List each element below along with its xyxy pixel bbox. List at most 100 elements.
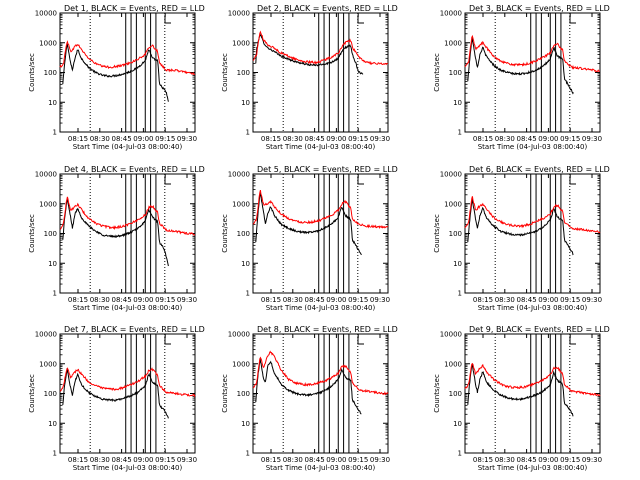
x-tick-label: 09:30 <box>582 296 602 304</box>
corner-marker <box>569 15 576 24</box>
lld-trace <box>464 362 601 397</box>
plot-frame <box>252 173 389 294</box>
y-tick-label: 1 <box>458 450 462 458</box>
y-tick-label: 1 <box>53 290 57 298</box>
y-tick-label: 10000 <box>440 331 462 339</box>
x-tick-label: 08:30 <box>495 296 515 304</box>
x-tick-label: 09:00 <box>133 296 153 304</box>
corner-marker <box>164 15 171 24</box>
x-tick-label: 08:15 <box>261 135 281 143</box>
y-tick-label: 10000 <box>228 10 250 18</box>
events-trace <box>255 33 364 75</box>
events-trace <box>62 198 169 267</box>
plot-frame <box>464 333 601 454</box>
y-axis-label: Counts/sec <box>28 374 36 413</box>
y-tick-label: 10 <box>241 99 250 107</box>
x-axis-label: Start Time (04-Jul-03 08:00:40) <box>266 464 376 472</box>
x-tick-label: 09:15 <box>155 135 175 143</box>
x-tick-label: 09:00 <box>133 456 153 464</box>
panel-det-3: Det 3, BLACK = Events, RED = LLD 1 10 100 10… <box>433 4 610 151</box>
y-tick-label: 1 <box>458 129 462 137</box>
panel-title: Det 5, BLACK = Events, RED = LLD <box>257 165 398 174</box>
x-tick-label: 08:30 <box>90 135 110 143</box>
x-tick-label: 08:45 <box>112 296 132 304</box>
events-trace <box>62 368 169 419</box>
x-axis-label: Start Time (04-Jul-03 08:00:40) <box>73 464 183 472</box>
y-tick-label: 10000 <box>440 10 462 18</box>
x-tick-label: 08:15 <box>261 456 281 464</box>
corner-marker <box>569 336 576 345</box>
y-axis-label: Counts/sec <box>28 214 36 253</box>
panel-title: Det 9, BLACK = Events, RED = LLD <box>469 325 610 334</box>
x-tick-label: 08:15 <box>68 456 88 464</box>
x-tick-label: 09:00 <box>538 135 558 143</box>
x-tick-label: 09:15 <box>155 456 175 464</box>
y-tick-label: 10 <box>453 420 462 428</box>
y-tick-label: 1000 <box>39 39 57 47</box>
y-tick-label: 10 <box>453 260 462 268</box>
x-tick-label: 08:15 <box>68 296 88 304</box>
y-tick-label: 100 <box>237 69 250 77</box>
lld-trace <box>252 350 389 396</box>
y-tick-label: 1000 <box>232 360 250 368</box>
x-tick-label: 09:15 <box>348 135 368 143</box>
y-tick-label: 1 <box>246 450 250 458</box>
x-axis-label: Start Time (04-Jul-03 08:00:40) <box>478 304 588 312</box>
y-axis-label: Counts/sec <box>221 53 229 92</box>
plot-frame <box>464 173 601 294</box>
plot-frame <box>252 12 389 133</box>
events-trace <box>255 358 362 415</box>
y-tick-label: 100 <box>449 390 462 398</box>
y-tick-label: 1000 <box>39 200 57 208</box>
panel-title: Det 6, BLACK = Events, RED = LLD <box>469 165 610 174</box>
panel-title: Det 7, BLACK = Events, RED = LLD <box>64 325 205 334</box>
panel-det-5: Det 5, BLACK = Events, RED = LLD 1 10 100 10… <box>221 165 398 312</box>
y-axis-label: Counts/sec <box>221 374 229 413</box>
x-tick-label: 08:45 <box>112 135 132 143</box>
x-tick-label: 08:45 <box>305 456 325 464</box>
x-tick-label: 08:15 <box>473 135 493 143</box>
x-tick-label: 08:30 <box>495 135 515 143</box>
y-tick-label: 1 <box>53 450 57 458</box>
panel-det-1: Det 1, BLACK = Events, RED = LLD 1 10 100 10… <box>28 4 205 151</box>
panel-title: Det 8, BLACK = Events, RED = LLD <box>257 325 398 334</box>
x-axis-label: Start Time (04-Jul-03 08:00:40) <box>266 304 376 312</box>
y-tick-label: 100 <box>44 69 57 77</box>
lld-trace <box>59 40 196 75</box>
lld-trace <box>464 196 601 234</box>
y-tick-label: 1000 <box>232 39 250 47</box>
x-axis-label: Start Time (04-Jul-03 08:00:40) <box>73 143 183 151</box>
x-tick-label: 09:15 <box>560 135 580 143</box>
x-tick-label: 09:30 <box>582 456 602 464</box>
x-tick-label: 08:45 <box>517 296 537 304</box>
x-tick-label: 08:15 <box>473 456 493 464</box>
y-tick-label: 10000 <box>440 171 462 179</box>
y-tick-label: 10 <box>453 99 462 107</box>
x-tick-label: 09:15 <box>560 456 580 464</box>
x-tick-label: 08:15 <box>68 135 88 143</box>
x-tick-label: 09:30 <box>582 135 602 143</box>
x-tick-label: 08:45 <box>305 135 325 143</box>
events-trace <box>467 38 574 95</box>
events-trace <box>62 43 169 102</box>
y-tick-label: 100 <box>44 230 57 238</box>
y-tick-label: 10 <box>48 99 57 107</box>
x-axis-label: Start Time (04-Jul-03 08:00:40) <box>266 143 376 151</box>
y-axis-label: Counts/sec <box>28 53 36 92</box>
x-tick-label: 08:15 <box>261 296 281 304</box>
y-tick-label: 1 <box>246 290 250 298</box>
y-tick-label: 1000 <box>444 39 462 47</box>
events-trace <box>255 192 362 256</box>
x-tick-label: 09:30 <box>177 456 197 464</box>
y-tick-label: 10000 <box>35 10 57 18</box>
x-tick-label: 09:30 <box>177 296 197 304</box>
events-trace <box>467 363 574 417</box>
y-tick-label: 100 <box>449 230 462 238</box>
y-tick-label: 1000 <box>39 360 57 368</box>
y-tick-label: 10 <box>241 420 250 428</box>
y-tick-label: 10 <box>48 420 57 428</box>
x-tick-label: 08:15 <box>473 296 493 304</box>
y-tick-label: 10000 <box>35 331 57 339</box>
y-tick-label: 10000 <box>35 171 57 179</box>
x-tick-label: 09:00 <box>538 456 558 464</box>
